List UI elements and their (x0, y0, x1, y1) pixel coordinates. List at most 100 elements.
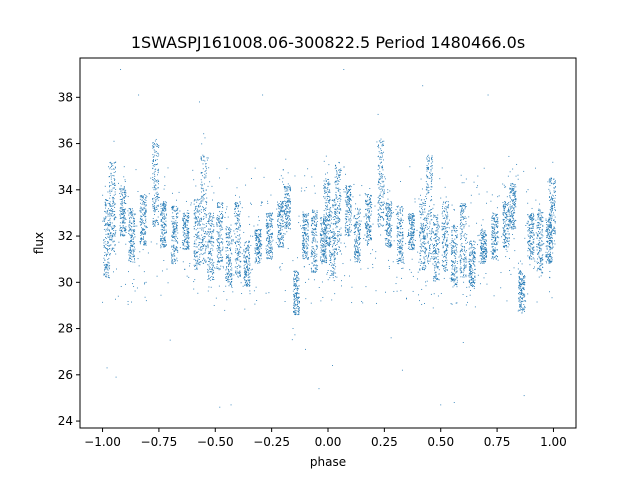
data-point (369, 225, 371, 227)
data-point (347, 203, 349, 205)
data-point (202, 207, 204, 209)
data-point (195, 253, 197, 254)
data-point (367, 216, 369, 218)
data-point (160, 238, 162, 240)
data-point (367, 194, 369, 196)
data-point (186, 247, 188, 249)
data-point (460, 205, 462, 206)
data-point (334, 176, 336, 178)
data-point (123, 187, 125, 189)
data-point (365, 208, 367, 210)
data-point (184, 222, 186, 224)
data-point (121, 222, 123, 224)
data-point (468, 281, 470, 283)
data-point (229, 260, 231, 262)
data-point (108, 245, 109, 247)
data-point (133, 255, 135, 257)
data-point (173, 227, 175, 229)
data-point (335, 194, 337, 196)
data-point (226, 236, 228, 238)
data-point (133, 243, 135, 245)
data-point (378, 151, 380, 153)
data-point (129, 221, 131, 223)
data-point (426, 183, 428, 185)
data-point (367, 216, 369, 218)
data-point (368, 198, 370, 200)
data-point (121, 214, 123, 216)
data-point (105, 275, 107, 277)
data-point (162, 211, 164, 213)
data-point (193, 236, 195, 238)
data-point (350, 195, 352, 197)
data-point (446, 241, 448, 243)
data-point (461, 207, 463, 209)
data-point (421, 244, 423, 246)
data-point (154, 186, 155, 188)
data-point (369, 234, 371, 236)
data-point (233, 213, 235, 214)
data-point (218, 219, 220, 221)
data-point (401, 238, 403, 240)
data-point (474, 256, 475, 258)
data-point (359, 249, 361, 251)
data-point (450, 252, 452, 254)
data-point (239, 246, 241, 248)
data-point (114, 214, 116, 215)
data-point (202, 241, 204, 243)
data-point (358, 234, 360, 236)
data-point (353, 244, 355, 246)
data-point (216, 231, 218, 233)
data-point (152, 145, 154, 147)
data-point (140, 215, 142, 217)
data-point (437, 223, 439, 225)
data-point (345, 246, 347, 248)
data-point (236, 231, 238, 233)
data-point (413, 248, 415, 250)
data-point (420, 199, 422, 201)
data-point (144, 199, 146, 201)
data-point (207, 271, 209, 273)
data-point (154, 214, 155, 215)
data-point (398, 241, 400, 243)
data-point (383, 193, 385, 195)
data-point (134, 234, 136, 235)
data-point (356, 227, 358, 228)
data-point (354, 252, 356, 254)
data-point (357, 237, 359, 239)
data-point (451, 265, 452, 266)
data-point (349, 229, 351, 231)
data-point (335, 227, 337, 229)
data-point (334, 198, 335, 200)
data-point (382, 169, 384, 171)
data-point (141, 239, 142, 241)
data-point (209, 271, 211, 273)
data-point (354, 257, 356, 258)
data-point (114, 217, 115, 219)
data-point (238, 226, 240, 228)
data-point (401, 256, 403, 258)
data-point (402, 232, 403, 234)
data-point (124, 179, 126, 181)
data-point (196, 220, 198, 222)
data-point (381, 201, 383, 203)
data-point (235, 270, 237, 272)
data-point (451, 234, 453, 236)
data-point (411, 236, 412, 238)
data-point (444, 255, 446, 257)
data-point (166, 232, 167, 234)
data-point (409, 248, 411, 250)
data-point (382, 143, 384, 145)
data-point (350, 199, 352, 201)
data-point (238, 272, 240, 274)
data-point (131, 233, 133, 235)
data-point (173, 253, 175, 255)
data-point (450, 260, 452, 261)
data-point (355, 218, 357, 220)
data-point (104, 259, 106, 261)
data-point (207, 157, 209, 159)
data-point (474, 251, 476, 253)
data-point (331, 263, 333, 265)
data-point (201, 196, 202, 198)
data-point (378, 226, 379, 228)
data-point (345, 223, 347, 225)
